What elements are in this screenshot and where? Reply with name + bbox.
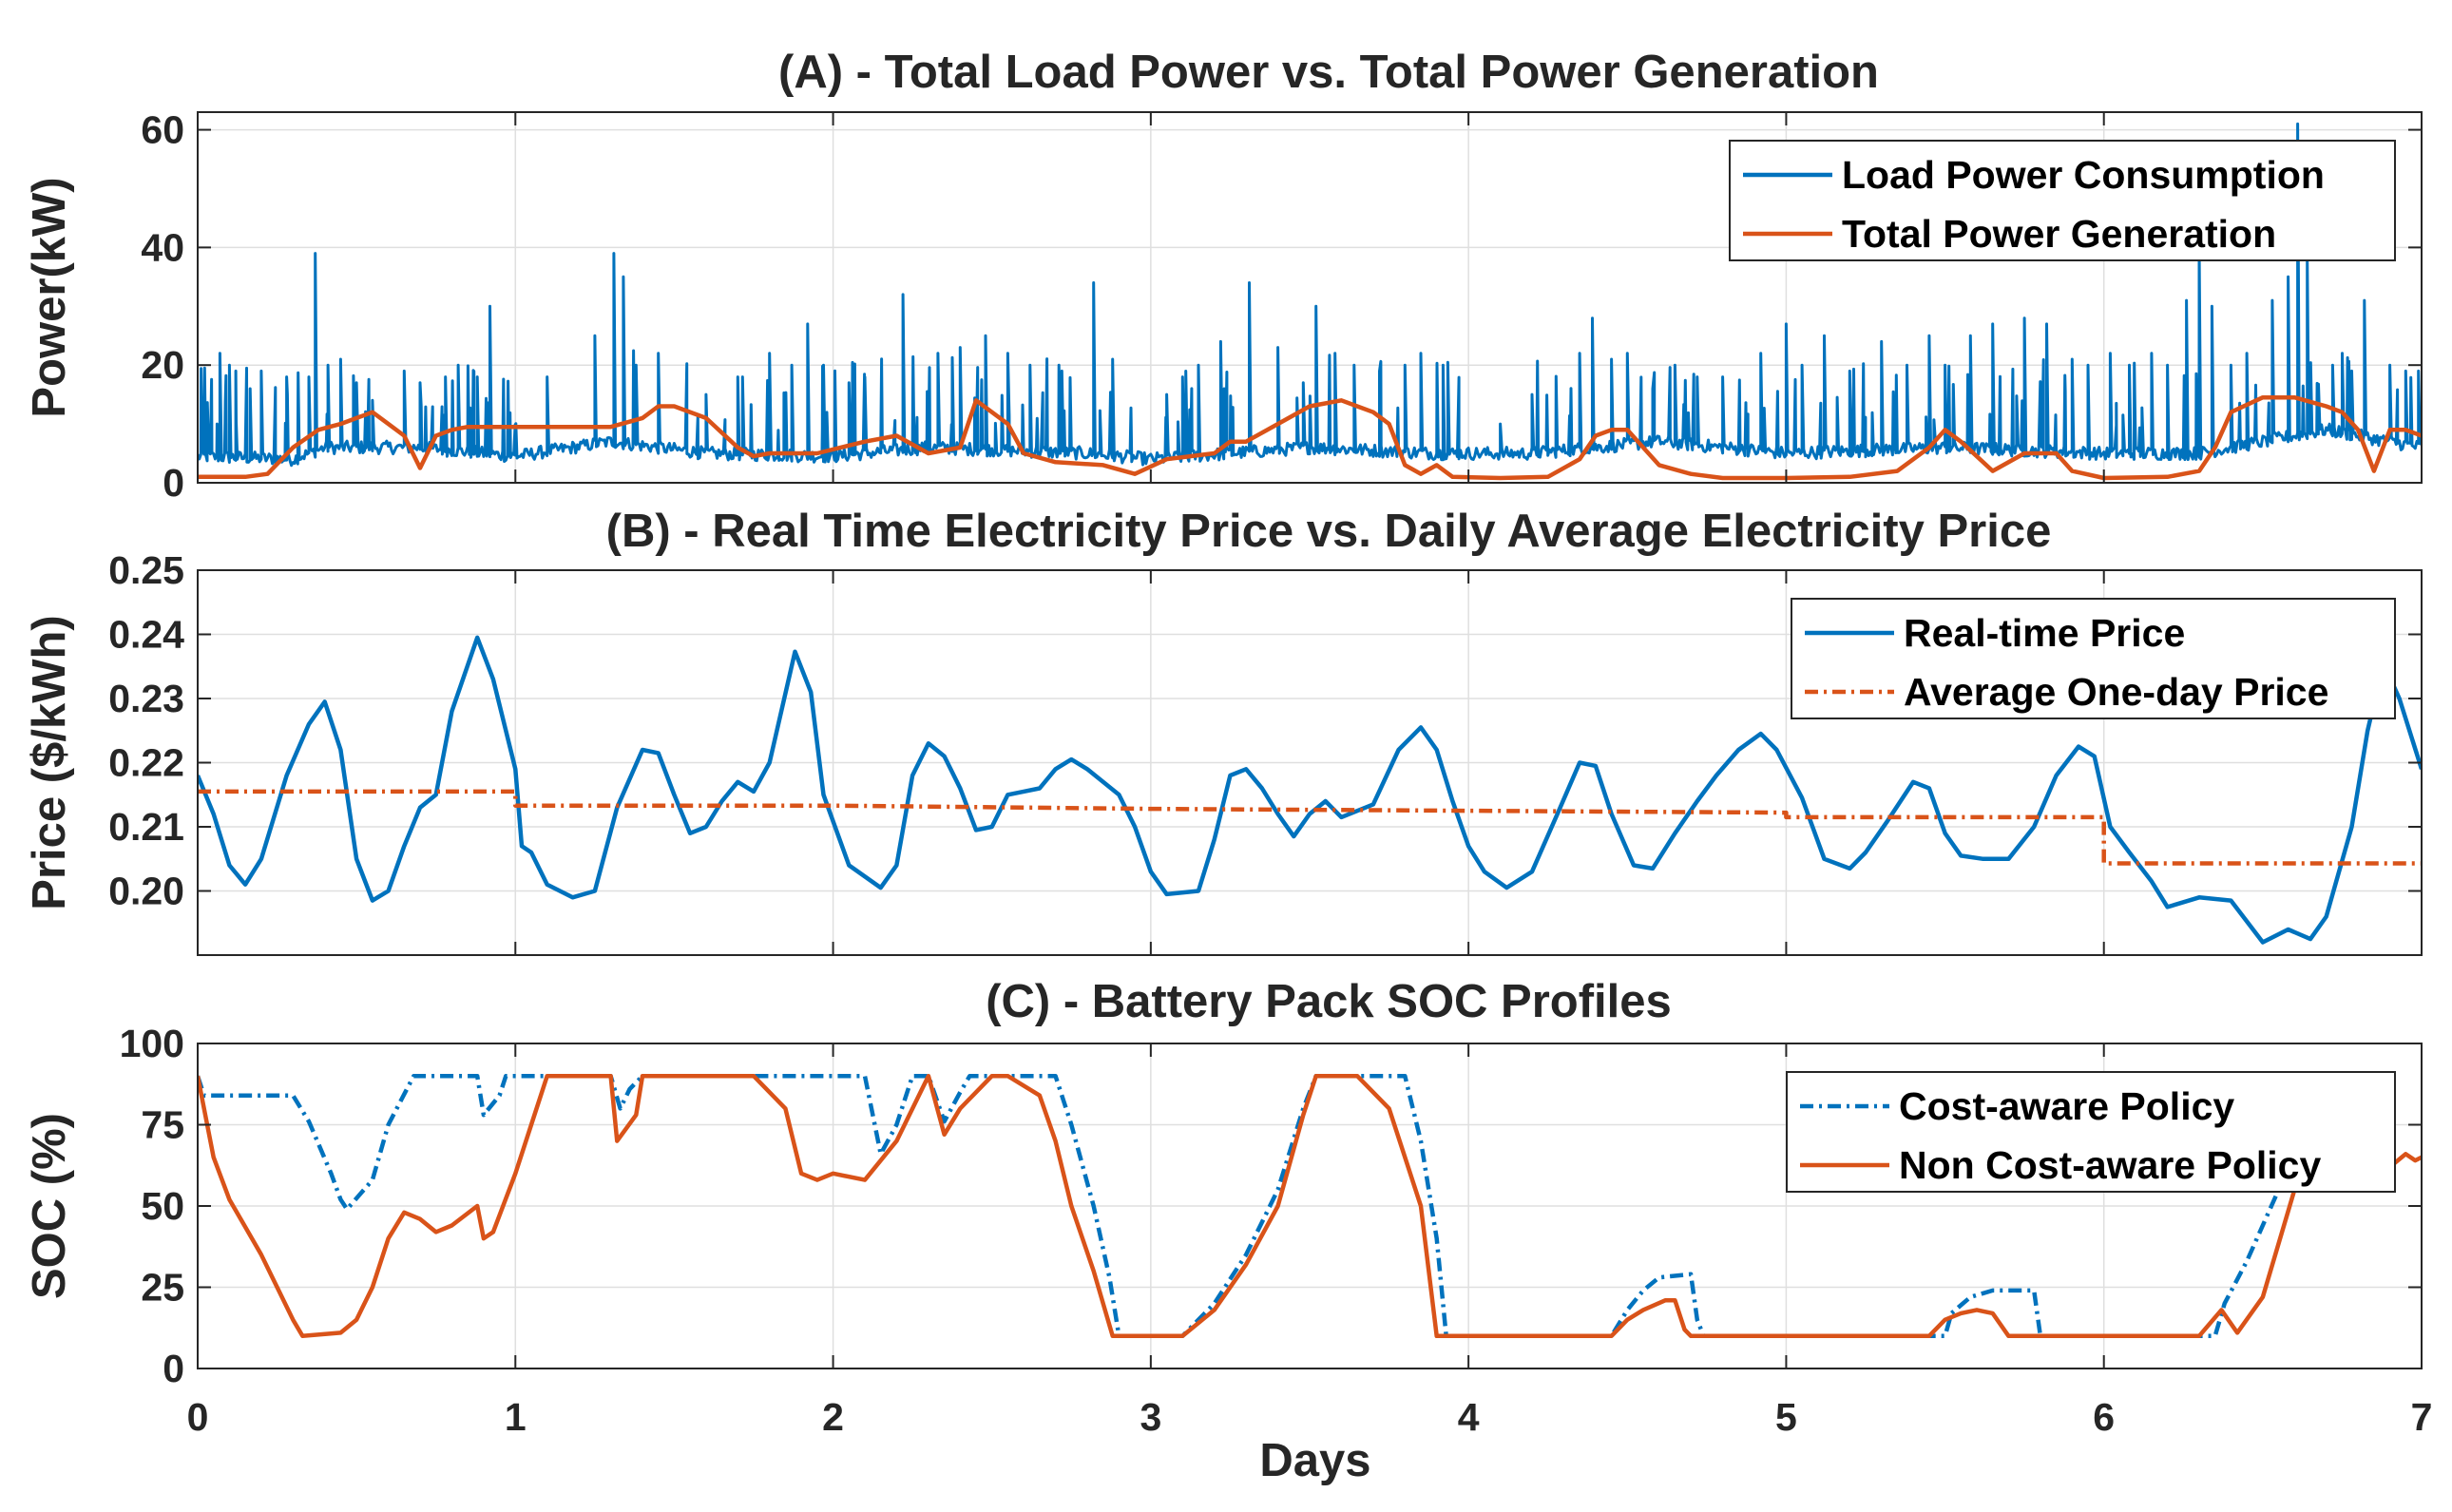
legend: Cost-aware Policy Non Cost-aware Policy [1786, 1071, 2396, 1193]
series-line-average-one-day-price [198, 789, 2422, 866]
chart-title: (A) - Total Load Power vs. Total Power G… [778, 47, 1879, 98]
legend-label: Load Power Consumption [1842, 153, 2325, 197]
legend-label: Cost-aware Policy [1899, 1084, 2234, 1128]
chart-title: (B) - Real Time Electricity Price vs. Da… [606, 506, 2052, 557]
legend-label: Average One-day Price [1904, 670, 2328, 714]
y-tick-label: 0 [163, 461, 184, 505]
y-tick-label: 25 [141, 1266, 184, 1310]
series-line-load-power-consumption [198, 122, 2422, 468]
series-group [198, 1073, 2422, 1339]
panel-a: 0 20 40 60 (A) - Total Load Power vs. Total … [24, 47, 2423, 505]
y-tick-label: 40 [141, 225, 184, 269]
x-tick-label: 6 [2093, 1395, 2115, 1439]
y-tick-label: 50 [141, 1184, 184, 1228]
y-tick-label: 0.24 [108, 613, 184, 657]
x-tick-label: 1 [505, 1395, 527, 1439]
x-tick-label: 4 [1458, 1395, 1480, 1439]
series-line-total-power-generation [198, 394, 2422, 481]
panel-c: 0 1 2 3 4 5 6 7 0 25 50 75 100 (C) - Battery Pack SOC… [24, 976, 2432, 1486]
x-axis-label: Days [1259, 1435, 1370, 1486]
y-axis-label: Price ($/kWh) [24, 615, 75, 909]
x-tick-label: 5 [1775, 1395, 1797, 1439]
series-line-non-cost-aware-policy [198, 1073, 2422, 1339]
y-tick-label: 0.23 [108, 677, 184, 720]
x-tick-label: 7 [2411, 1395, 2433, 1439]
x-tick-label: 0 [187, 1395, 209, 1439]
y-tick-label: 0 [163, 1347, 184, 1390]
series-group [198, 635, 2422, 945]
axes-box [197, 111, 2423, 484]
chart-title: (C) - Battery Pack SOC Profiles [986, 976, 1672, 1027]
y-tick-label: 0.22 [108, 741, 184, 785]
series-group [198, 122, 2422, 481]
legend: Real-time Price Average One-day Price [1791, 598, 2396, 719]
legend-box [1729, 140, 2396, 261]
y-axis-label: SOC (%) [24, 1113, 75, 1299]
y-tick-label: 0.21 [108, 805, 184, 849]
y-tick-label: 75 [141, 1103, 184, 1147]
series-line-real-time-price [198, 635, 2422, 945]
x-tick-label: 2 [822, 1395, 844, 1439]
y-tick-label: 20 [141, 343, 184, 387]
y-tick-label: 60 [141, 108, 184, 152]
panel-b: 0.20 0.21 0.22 0.23 0.24 0.25 (B) - Real Time … [24, 506, 2423, 956]
legend-box [1791, 598, 2396, 719]
legend-label: Non Cost-aware Policy [1899, 1143, 2321, 1187]
legend-label: Total Power Generation [1842, 212, 2276, 256]
y-axis-label: Power(kW) [24, 177, 75, 417]
y-tick-label: 0.25 [108, 548, 184, 592]
y-tick-label: 100 [120, 1022, 184, 1065]
x-tick-label: 3 [1140, 1395, 1161, 1439]
y-tick-label: 0.20 [108, 870, 184, 913]
legend-label: Real-time Price [1904, 611, 2185, 655]
legend: Load Power Consumption Total Power Genera… [1729, 140, 2396, 261]
legend-box [1786, 1071, 2396, 1193]
